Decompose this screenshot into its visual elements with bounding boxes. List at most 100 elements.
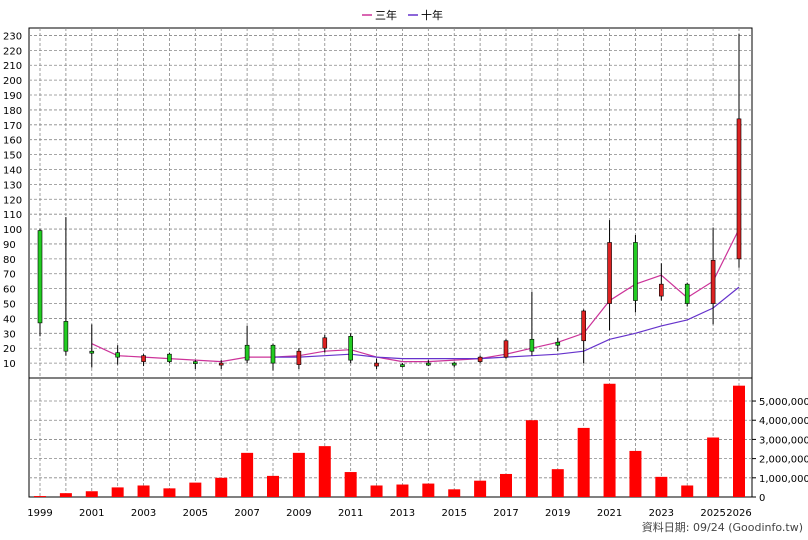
x-tick-label: 2003 xyxy=(131,508,156,519)
candle-body xyxy=(193,361,198,364)
grid-lines xyxy=(29,28,752,497)
price-y-tick-label: 30 xyxy=(3,329,16,340)
candle-body xyxy=(141,355,146,362)
volume-y-tick-label: 0 xyxy=(759,493,765,504)
candle-body xyxy=(477,356,483,362)
volume-y-tick-label: 2,000,000 xyxy=(759,455,808,466)
volume-bar xyxy=(111,487,124,497)
x-tick-label: 2025 xyxy=(700,508,725,519)
candle-body xyxy=(659,283,664,297)
price-y-tick-label: 40 xyxy=(3,314,16,325)
candle-body xyxy=(89,350,95,354)
volume-bar xyxy=(707,437,720,497)
volume-bar xyxy=(344,472,357,497)
x-tick-label: 1999 xyxy=(27,508,52,519)
source-note: 資料日期: 09/24 (Goodinfo.tw) xyxy=(642,520,803,534)
x-tick-label: 2017 xyxy=(493,508,518,519)
candlestick-series xyxy=(37,33,742,371)
x-tick-label: 2001 xyxy=(79,508,104,519)
volume-bar xyxy=(59,493,72,497)
volume-bar xyxy=(163,488,176,497)
candle-body xyxy=(167,353,172,362)
volume-bar xyxy=(474,480,487,497)
x-tick-label: 2023 xyxy=(649,508,674,519)
price-y-tick-label: 160 xyxy=(3,136,22,147)
candle-body xyxy=(607,242,612,304)
volume-y-tick-label: 5,000,000 xyxy=(759,397,808,408)
price-y-tick-label: 60 xyxy=(3,285,16,296)
price-y-tick-label: 120 xyxy=(3,195,22,206)
candle-body xyxy=(115,352,120,358)
volume-bar xyxy=(422,483,435,497)
candle-body xyxy=(37,230,43,324)
volume-bar xyxy=(681,485,694,497)
candle-body xyxy=(529,338,535,352)
price-y-tick-label: 200 xyxy=(3,76,22,87)
x-tick-label: 2013 xyxy=(390,508,415,519)
x-tick-label: 2009 xyxy=(286,508,311,519)
candle-body xyxy=(348,335,353,361)
price-y-tick-label: 190 xyxy=(3,91,22,102)
x-tick-label: 2015 xyxy=(441,508,466,519)
x-tick-label: 2019 xyxy=(545,508,570,519)
volume-bar xyxy=(292,452,305,497)
volume-bar xyxy=(85,491,98,497)
x-tick-label: 2021 xyxy=(597,508,622,519)
candle-body xyxy=(322,337,328,349)
price-y-tick-label: 110 xyxy=(3,210,22,221)
price-y-tick-label: 230 xyxy=(3,31,22,42)
series-line-三年 xyxy=(91,228,740,363)
candle-body xyxy=(736,118,742,260)
volume-bar xyxy=(241,452,254,497)
candle-body xyxy=(684,283,690,304)
price-y-tick-label: 130 xyxy=(3,180,22,191)
candle-body xyxy=(63,321,69,352)
candle-body xyxy=(451,362,457,366)
candle-body xyxy=(426,362,431,366)
candle-body xyxy=(710,260,716,304)
candle-body xyxy=(503,340,509,358)
candle-body xyxy=(218,362,224,366)
price-y-tick-label: 80 xyxy=(3,255,16,266)
price-y-tick-label: 140 xyxy=(3,165,22,176)
price-y-tick-label: 180 xyxy=(3,106,22,117)
volume-bar xyxy=(137,485,150,497)
volume-bar xyxy=(733,385,745,497)
volume-bar xyxy=(448,489,461,497)
volume-y-tick-label: 3,000,000 xyxy=(759,435,808,446)
price-y-tick-label: 100 xyxy=(3,225,22,236)
price-y-tick-label: 210 xyxy=(3,61,22,72)
volume-bar xyxy=(551,469,564,497)
price-y-tick-label: 20 xyxy=(3,344,16,355)
price-y-tick-label: 220 xyxy=(3,46,22,57)
chart-frame xyxy=(28,27,753,498)
candle-body xyxy=(555,341,561,346)
volume-bar xyxy=(396,484,409,497)
volume-bar xyxy=(500,473,512,497)
volume-bar xyxy=(267,475,279,497)
volume-bar xyxy=(370,485,383,497)
candle-body xyxy=(270,344,276,364)
volume-bar xyxy=(629,450,642,497)
price-y-tick-label: 170 xyxy=(3,121,22,132)
candle-body xyxy=(400,364,405,367)
price-y-tick-label: 150 xyxy=(3,151,22,162)
volume-bars xyxy=(34,383,745,497)
price-y-tick-label: 70 xyxy=(3,270,16,281)
candle-body xyxy=(581,310,586,342)
volume-bar xyxy=(603,383,616,497)
candle-body xyxy=(296,350,302,365)
volume-bar xyxy=(318,446,331,497)
moving-average-lines xyxy=(91,228,740,363)
volume-bar xyxy=(189,482,202,497)
x-tick-label: 2011 xyxy=(338,508,363,519)
price-y-tick-label: 90 xyxy=(3,240,16,251)
axis-ticks: 10 20 30 40 50 60 70 80 90 100 110 120 130 140 150 160 1… xyxy=(3,31,808,519)
volume-bar xyxy=(577,427,590,497)
legend-label: 三年 xyxy=(375,8,397,22)
candle-body xyxy=(244,344,250,361)
volume-bar xyxy=(655,476,668,497)
volume-bar xyxy=(215,477,228,497)
candle-body xyxy=(633,242,638,301)
